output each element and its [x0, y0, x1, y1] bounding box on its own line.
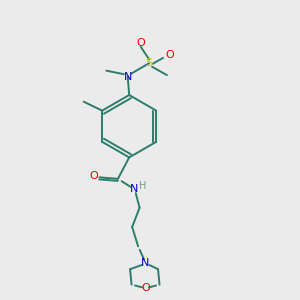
- Text: H: H: [139, 181, 146, 191]
- Text: N: N: [141, 258, 150, 268]
- Text: N: N: [130, 184, 138, 194]
- Text: O: O: [90, 172, 98, 182]
- Text: N: N: [124, 72, 132, 82]
- Text: O: O: [136, 38, 145, 48]
- Text: O: O: [165, 50, 174, 61]
- Text: O: O: [141, 283, 150, 293]
- Text: S: S: [146, 58, 153, 68]
